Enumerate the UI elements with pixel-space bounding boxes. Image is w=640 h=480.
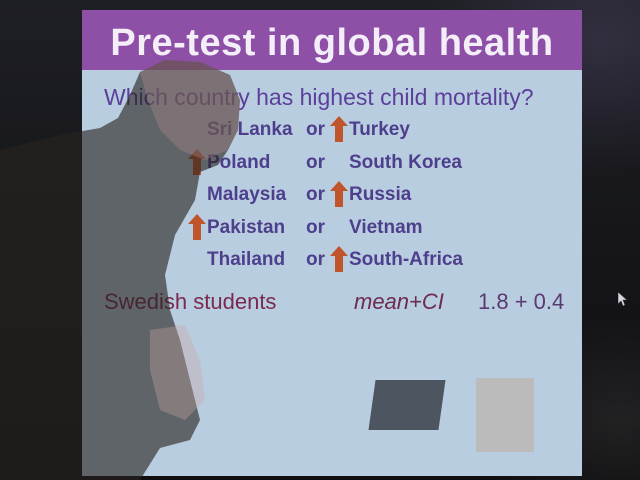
country-pair-row: Malaysia or Russia bbox=[82, 181, 582, 211]
result-metric: mean+CI bbox=[354, 289, 444, 314]
country-right: Turkey bbox=[349, 119, 410, 140]
slide-question: Which country has highest child mortalit… bbox=[104, 84, 534, 110]
country-left: Poland bbox=[207, 152, 271, 173]
country-right: Russia bbox=[349, 184, 412, 205]
country-right: South Korea bbox=[349, 152, 462, 173]
country-right: South-Africa bbox=[349, 249, 463, 270]
connector-or: or bbox=[306, 249, 325, 270]
country-pair-row: Poland or South Korea bbox=[82, 149, 582, 179]
result-value: 1.8 + 0.4 bbox=[478, 289, 565, 314]
country-left: Sri Lanka bbox=[207, 119, 293, 140]
slide-title: Pre-test in global health bbox=[110, 22, 554, 64]
country-left: Thailand bbox=[207, 249, 286, 270]
up-arrow-icon bbox=[330, 116, 348, 142]
mouse-pointer-icon bbox=[618, 292, 628, 306]
country-right: Vietnam bbox=[349, 217, 423, 238]
up-arrow-icon bbox=[188, 214, 206, 240]
connector-or: or bbox=[306, 119, 325, 140]
up-arrow-icon bbox=[188, 149, 206, 175]
result-group: Swedish students bbox=[104, 289, 277, 314]
country-pair-row: Sri Lanka or Turkey bbox=[82, 116, 582, 146]
country-left: Pakistan bbox=[207, 217, 286, 238]
country-left: Malaysia bbox=[207, 184, 287, 205]
connector-or: or bbox=[306, 152, 325, 173]
connector-or: or bbox=[306, 184, 325, 205]
connector-or: or bbox=[306, 217, 325, 238]
up-arrow-icon bbox=[330, 246, 348, 272]
up-arrow-icon bbox=[330, 181, 348, 207]
projector-box bbox=[476, 378, 534, 452]
laptop bbox=[368, 380, 446, 430]
country-pair-row: Pakistan or Vietnam bbox=[82, 214, 582, 244]
survey-result: Swedish students mean+CI 1.8 + 0.4 bbox=[82, 286, 582, 322]
country-pair-row: Thailand or South-Africa bbox=[82, 246, 582, 276]
